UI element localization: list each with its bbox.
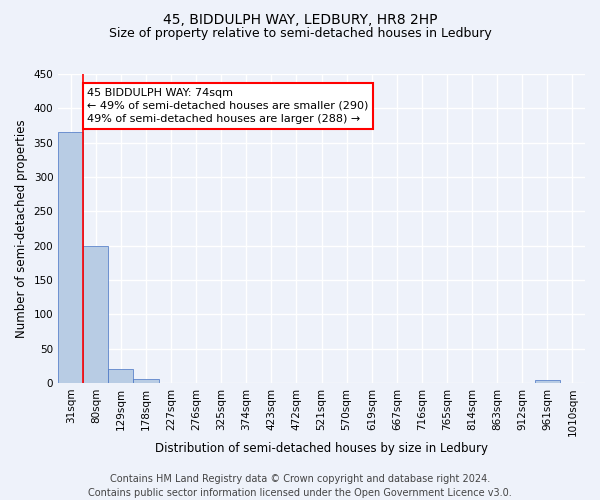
Text: 45 BIDDULPH WAY: 74sqm
← 49% of semi-detached houses are smaller (290)
49% of se: 45 BIDDULPH WAY: 74sqm ← 49% of semi-det… xyxy=(87,88,368,124)
Y-axis label: Number of semi-detached properties: Number of semi-detached properties xyxy=(15,119,28,338)
Text: Size of property relative to semi-detached houses in Ledbury: Size of property relative to semi-detach… xyxy=(109,28,491,40)
Bar xyxy=(133,379,158,383)
Bar xyxy=(83,246,109,383)
Bar xyxy=(109,370,133,383)
Text: 45, BIDDULPH WAY, LEDBURY, HR8 2HP: 45, BIDDULPH WAY, LEDBURY, HR8 2HP xyxy=(163,12,437,26)
Bar xyxy=(58,132,83,383)
Bar xyxy=(535,380,560,383)
Text: Contains HM Land Registry data © Crown copyright and database right 2024.
Contai: Contains HM Land Registry data © Crown c… xyxy=(88,474,512,498)
X-axis label: Distribution of semi-detached houses by size in Ledbury: Distribution of semi-detached houses by … xyxy=(155,442,488,455)
